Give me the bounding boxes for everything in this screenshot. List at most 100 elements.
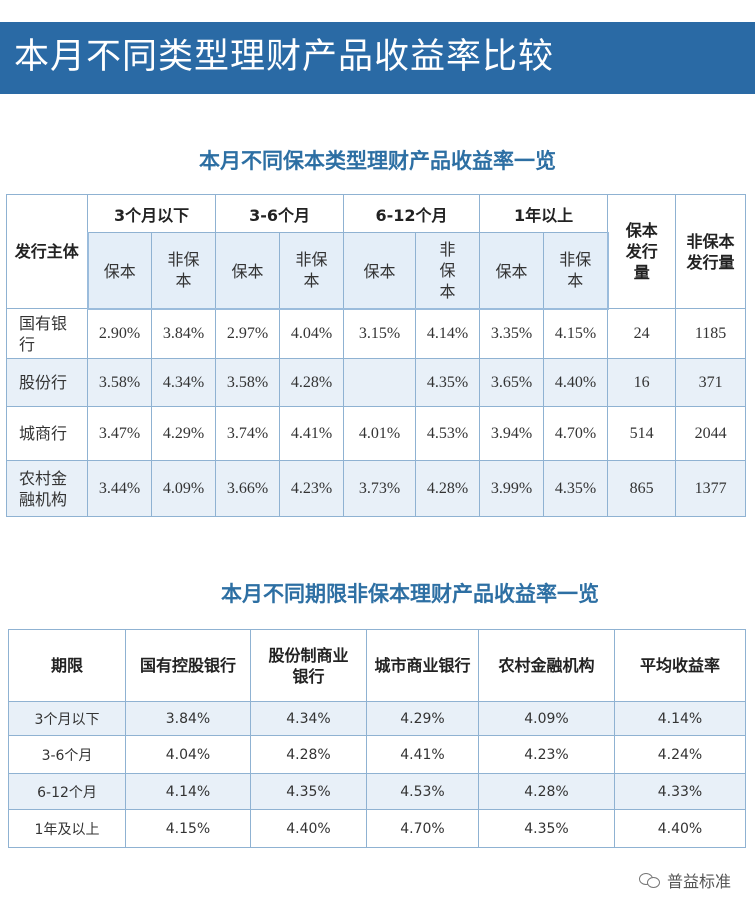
table-row: 6-12个月 4.14% 4.35% 4.53% 4.28% 4.33%: [8, 773, 746, 810]
period-cell: 3-6个月: [8, 735, 126, 774]
sub-header-non-guaranteed: 非保本: [415, 232, 481, 310]
yield-cell: 3.84%: [125, 701, 251, 736]
table-row: 农村金融机构 3.44% 4.09% 3.66% 4.23% 3.73% 4.2…: [6, 460, 747, 517]
sub-header-guaranteed: 保本: [215, 232, 281, 310]
bank-name: 农村金融机构: [6, 460, 88, 517]
title-banner: 本月不同类型理财产品收益率比较: [0, 22, 755, 94]
yield-cell: 4.70%: [543, 406, 609, 461]
rural-column-header: 农村金融机构: [478, 629, 615, 702]
average-cell: 4.33%: [614, 773, 746, 810]
guaranteed-count: 865: [607, 460, 677, 517]
watermark-text: 普益标准: [666, 872, 731, 891]
yield-cell: 4.23%: [478, 735, 615, 774]
yield-cell: 4.28%: [279, 358, 345, 407]
yield-cell: 4.35%: [543, 460, 609, 517]
yield-cell: 4.15%: [543, 308, 609, 359]
yield-cell: 4.53%: [366, 773, 479, 810]
yield-cell: 3.65%: [479, 358, 545, 407]
yield-cell: 4.14%: [125, 773, 251, 810]
yield-cell: [343, 358, 417, 407]
yield-cell: 3.15%: [343, 308, 417, 359]
issuer-header: 发行主体: [6, 194, 88, 309]
yield-cell: 4.14%: [415, 308, 481, 359]
sub-header-guaranteed: 保本: [86, 232, 152, 310]
state-bank-column-header: 国有控股银行: [125, 629, 251, 702]
sub-header-non-guaranteed: 非保本: [543, 232, 609, 310]
yield-cell: 2.90%: [87, 308, 152, 359]
sub-header-guaranteed: 保本: [479, 232, 545, 310]
yield-cell: 4.41%: [366, 735, 479, 774]
yield-cell: 4.29%: [366, 701, 479, 736]
yield-cell: 3.35%: [479, 308, 545, 359]
page-title: 本月不同类型理财产品收益率比较: [14, 37, 555, 77]
average-cell: 4.24%: [614, 735, 746, 774]
joint-stock-column-header: 股份制商业银行: [250, 629, 367, 702]
guaranteed-count: 16: [607, 358, 677, 407]
watermark: 普益标准: [638, 868, 731, 892]
period-cell: 6-12个月: [8, 773, 126, 810]
yield-cell: 4.09%: [478, 701, 615, 736]
yield-cell: 3.58%: [87, 358, 152, 407]
yield-cell: 2.97%: [215, 308, 281, 359]
yield-cell: 4.40%: [543, 358, 609, 407]
table-row: 国有银行 2.90% 3.84% 2.97% 4.04% 3.15% 4.14%…: [6, 308, 747, 359]
guaranteed-count-header: 保本发行量: [607, 194, 677, 309]
yield-cell: 4.28%: [478, 773, 615, 810]
yield-cell: 4.35%: [250, 773, 367, 810]
period-header: 1年以上: [479, 194, 609, 233]
city-bank-column-header: 城市商业银行: [366, 629, 479, 702]
sub-header-non-guaranteed: 非保本: [150, 232, 217, 310]
bank-name: 城商行: [6, 406, 88, 461]
yield-cell: 4.29%: [150, 406, 217, 461]
non-guaranteed-count-header: 非保本发行量: [675, 194, 747, 309]
non-guaranteed-count: 1185: [675, 308, 747, 359]
period-header: 3个月以下: [86, 194, 217, 233]
yield-cell: 4.35%: [478, 809, 615, 848]
table-row: 城商行 3.47% 4.29% 3.74% 4.41% 4.01% 4.53% …: [6, 406, 747, 461]
average-cell: 4.14%: [614, 701, 746, 736]
yield-cell: 4.15%: [125, 809, 251, 848]
period-column-header: 期限: [8, 629, 126, 702]
bank-name: 国有银行: [6, 308, 88, 359]
yield-cell: 4.41%: [279, 406, 345, 461]
yield-cell: 4.34%: [250, 701, 367, 736]
yield-cell: 4.35%: [415, 358, 481, 407]
table-row: 3个月以下 3.84% 4.34% 4.29% 4.09% 4.14%: [8, 701, 746, 736]
period-header: 6-12个月: [343, 194, 481, 233]
non-guaranteed-count: 371: [675, 358, 747, 407]
sub-header-non-guaranteed: 非保本: [279, 232, 345, 310]
yield-cell: 3.66%: [215, 460, 281, 517]
yield-cell: 4.28%: [250, 735, 367, 774]
table-row: 1年及以上 4.15% 4.40% 4.70% 4.35% 4.40%: [8, 809, 746, 848]
yield-cell: 4.23%: [279, 460, 345, 517]
bank-name: 股份行: [6, 358, 88, 407]
table1-title: 本月不同保本类型理财产品收益率一览: [199, 149, 556, 173]
yield-cell: 4.53%: [415, 406, 481, 461]
guaranteed-yield-table: 发行主体 3个月以下 3-6个月 6-12个月 1年以上 保本发行量 非保本发行…: [6, 194, 747, 517]
yield-cell: 3.94%: [479, 406, 545, 461]
yield-cell: 4.34%: [150, 358, 217, 407]
yield-cell: 4.01%: [343, 406, 417, 461]
yield-cell: 4.40%: [250, 809, 367, 848]
guaranteed-count: 24: [607, 308, 677, 359]
wechat-icon: [638, 871, 661, 889]
yield-cell: 3.99%: [479, 460, 545, 517]
non-guaranteed-yield-table: 期限 国有控股银行 股份制商业银行 城市商业银行 农村金融机构 平均收益率 3个…: [8, 629, 746, 848]
non-guaranteed-count: 1377: [675, 460, 747, 517]
yield-cell: 3.73%: [343, 460, 417, 517]
period-cell: 1年及以上: [8, 809, 126, 848]
yield-cell: 3.47%: [87, 406, 152, 461]
yield-cell: 4.70%: [366, 809, 479, 848]
table2-title: 本月不同期限非保本理财产品收益率一览: [221, 582, 599, 606]
guaranteed-count: 514: [607, 406, 677, 461]
yield-cell: 4.09%: [150, 460, 217, 517]
yield-cell: 4.04%: [279, 308, 345, 359]
average-cell: 4.40%: [614, 809, 746, 848]
table-row: 股份行 3.58% 4.34% 3.58% 4.28% 4.35% 3.65% …: [6, 358, 747, 407]
yield-cell: 3.58%: [215, 358, 281, 407]
yield-cell: 3.84%: [150, 308, 217, 359]
yield-cell: 4.04%: [125, 735, 251, 774]
yield-cell: 4.28%: [415, 460, 481, 517]
non-guaranteed-count: 2044: [675, 406, 747, 461]
table-row: 3-6个月 4.04% 4.28% 4.41% 4.23% 4.24%: [8, 735, 746, 774]
